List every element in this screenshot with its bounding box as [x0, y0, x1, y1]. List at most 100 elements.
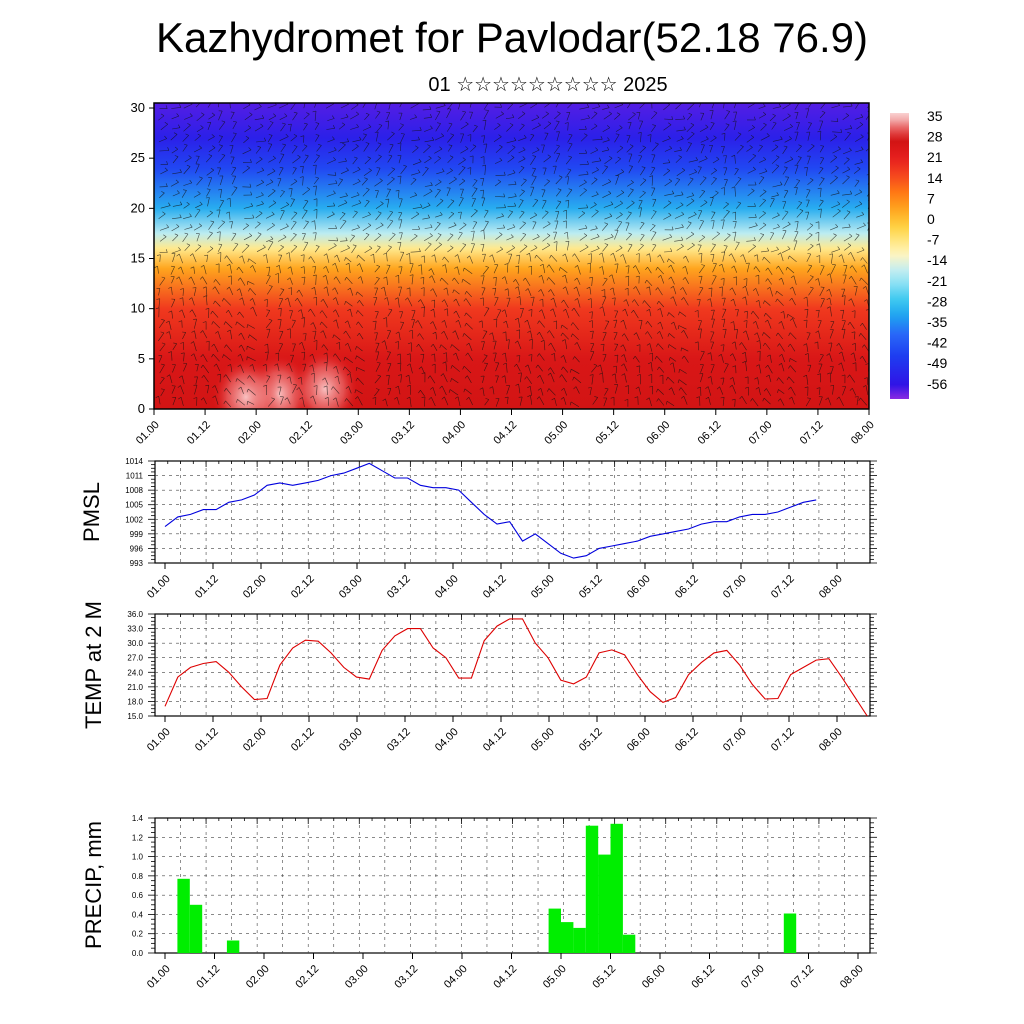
pmsl-xtick-11: 06.12 [673, 573, 701, 601]
pmsl-series-line [164, 462, 817, 559]
temperature-ytick-7: 36.0 [127, 610, 143, 619]
temperature-xtick-0: 01.00 [145, 726, 173, 754]
cross-section-xtick-1: 01.12 [185, 419, 213, 447]
pmsl-xtick-6: 04.00 [433, 573, 461, 601]
precip-ytick-5: 1.0 [132, 853, 144, 862]
colorbar-label-12: -49 [927, 355, 947, 371]
colorbar-label-2: 21 [927, 149, 943, 165]
pmsl-xtick-14: 08.00 [817, 573, 845, 601]
cross-section-xtick-14: 08.00 [849, 419, 877, 447]
precip-xtick-1: 01.12 [194, 963, 222, 991]
pmsl-ytick-3: 1002 [125, 515, 143, 524]
precip-ytick-2: 0.4 [132, 910, 144, 919]
cross-section-xtick-11: 06.12 [696, 419, 724, 447]
pmsl-xtick-0: 01.00 [145, 573, 173, 601]
temperature-ytick-2: 21.0 [127, 683, 143, 692]
precip-ytick-7: 1.4 [132, 814, 144, 823]
temperature-xtick-14: 08.00 [817, 726, 845, 754]
pmsl-xtick-9: 05.12 [577, 573, 605, 601]
temperature-xtick-4: 03.00 [337, 726, 365, 754]
pmsl-xtick-10: 06.00 [625, 573, 653, 601]
colorbar-label-8: -21 [927, 273, 947, 289]
cross-section-ytick-2: 10 [131, 301, 145, 316]
cross-section-ytick-4: 20 [131, 200, 145, 215]
precip-bar-4 [561, 922, 574, 953]
temperature-ytick-3: 24.0 [127, 668, 143, 677]
cross-section-ytick-0: 0 [138, 401, 145, 416]
precip-xtick-0: 01.00 [145, 963, 173, 991]
colorbar-label-11: -42 [927, 335, 947, 351]
temperature-ytick-0: 15.0 [127, 712, 143, 721]
cross-section-ytick-5: 25 [131, 150, 145, 165]
cross-section-ytick-3: 15 [131, 251, 145, 266]
pmsl-ytick-1: 996 [130, 544, 144, 553]
temperature-xtick-11: 06.12 [673, 726, 701, 754]
pmsl-ytick-5: 1008 [125, 486, 143, 495]
cross-section-xtick-3: 02.12 [287, 419, 315, 447]
colorbar-label-7: -14 [927, 252, 947, 268]
precip-ytick-0: 0.0 [132, 949, 144, 958]
cross-section-xtick-10: 06.00 [645, 419, 673, 447]
colorbar: 35 28 21 14 7 0 -7 -14 -21 -28 -35 -42 -49 -56 [890, 108, 947, 399]
colorbar-label-10: -35 [927, 314, 947, 330]
precip-xtick-2: 02.00 [244, 963, 272, 991]
temperature-xtick-6: 04.00 [433, 726, 461, 754]
precip-bar-1 [189, 904, 203, 953]
precip-xtick-3: 02.12 [293, 963, 321, 991]
colorbar-strip [890, 113, 909, 399]
temperature-xtick-9: 05.12 [577, 726, 605, 754]
precip-bar-7 [598, 854, 611, 953]
temperature-ytick-6: 33.0 [127, 625, 143, 634]
temperature-ytick-1: 18.0 [127, 697, 143, 706]
colorbar-label-5: 0 [927, 211, 935, 227]
colorbar-label-9: -28 [927, 293, 947, 309]
pmsl-panel: 993 996 999 1002 1005 1008 1011 1014 01.00 01.12… [79, 457, 877, 601]
pmsl-xtick-2: 02.00 [241, 573, 269, 601]
precip-bar-3 [548, 908, 561, 953]
colorbar-label-4: 7 [927, 190, 935, 206]
warm-spot-2 [211, 356, 280, 409]
colorbar-label-1: 28 [927, 129, 943, 145]
pmsl-xtick-4: 03.00 [337, 573, 365, 601]
precip-bar-10 [783, 913, 797, 953]
pmsl-ylabel: PMSL [79, 482, 104, 542]
precip-xtick-11: 06.12 [689, 963, 717, 991]
pmsl-xtick-7: 04.12 [481, 573, 509, 601]
colorbar-label-13: -56 [927, 376, 947, 392]
pmsl-xtick-8: 05.00 [529, 573, 557, 601]
precip-xtick-10: 06.00 [640, 963, 668, 991]
warm-spot-1 [291, 348, 360, 409]
cross-section-ytick-1: 5 [138, 351, 145, 366]
temperature-xtick-1: 01.12 [193, 726, 221, 754]
cross-section-ytick-6: 30 [131, 100, 145, 115]
precip-xtick-14: 08.00 [838, 963, 866, 991]
colorbar-label-6: -7 [927, 232, 940, 248]
temperature-xtick-3: 02.12 [289, 726, 317, 754]
colorbar-label-0: 35 [927, 108, 943, 124]
temperature-ytick-4: 27.0 [127, 654, 143, 663]
temperature-xtick-8: 05.00 [529, 726, 557, 754]
precip-bar-2 [226, 940, 240, 953]
precip-xtick-5: 03.12 [392, 963, 420, 991]
cross-section-xtick-9: 05.12 [593, 419, 621, 447]
precip-ytick-3: 0.6 [132, 891, 144, 900]
colorbar-label-3: 14 [927, 170, 943, 186]
temperature-ylabel: TEMP at 2 M [81, 601, 106, 729]
cross-section-xtick-8: 05.00 [542, 419, 570, 447]
temperature-xtick-7: 04.12 [481, 726, 509, 754]
pmsl-xtick-13: 07.12 [769, 573, 797, 601]
page-subtitle: 01 ☆☆☆☆☆☆☆☆☆ 2025 [428, 74, 668, 96]
precip-bar-9 [622, 934, 636, 953]
cross-section-xtick-5: 03.12 [389, 419, 417, 447]
precip-xtick-12: 07.00 [739, 963, 767, 991]
precip-bar-6 [585, 825, 599, 953]
cross-section-xtick-7: 04.12 [491, 419, 519, 447]
cross-section-xtick-12: 07.00 [747, 419, 775, 447]
precip-ylabel: PRECIP, mm [81, 821, 106, 949]
cross-section-xtick-2: 02.00 [236, 419, 264, 447]
precip-xtick-4: 03.00 [343, 963, 371, 991]
precip-bar-8 [610, 823, 623, 953]
precip-ytick-6: 1.2 [132, 833, 144, 842]
cross-section-xtick-6: 04.00 [440, 419, 468, 447]
